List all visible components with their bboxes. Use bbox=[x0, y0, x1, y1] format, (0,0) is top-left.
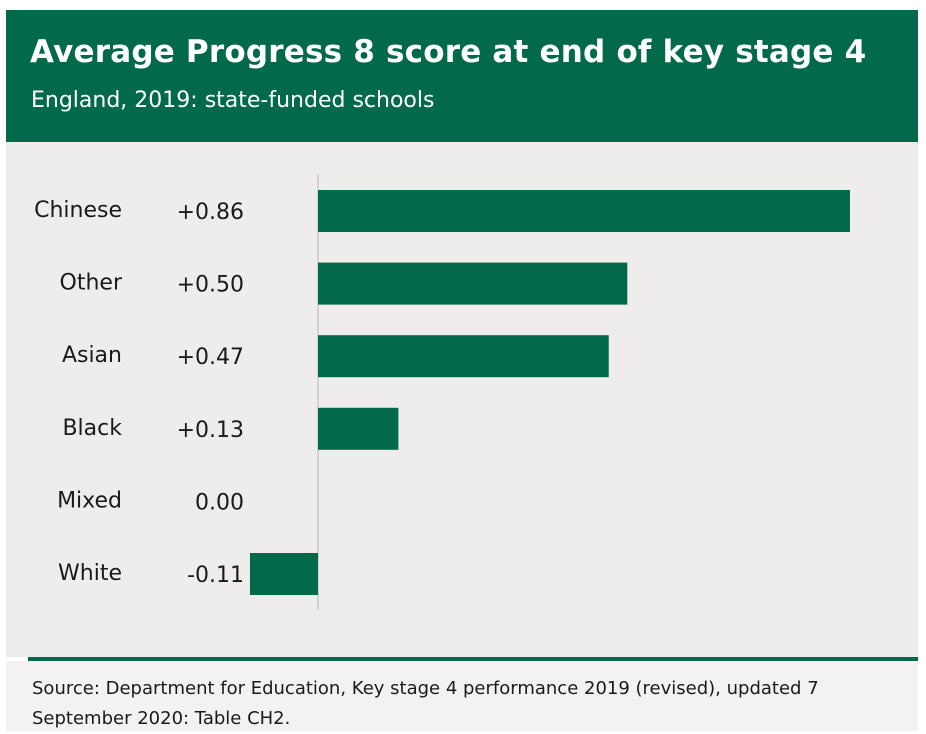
bar-chinese bbox=[318, 190, 850, 232]
bar-other bbox=[318, 262, 628, 305]
source-panel bbox=[6, 661, 918, 731]
category-label-mixed: Mixed bbox=[57, 488, 122, 513]
category-label-black: Black bbox=[62, 416, 122, 441]
category-label-other: Other bbox=[60, 271, 123, 296]
category-label-white: White bbox=[58, 561, 122, 586]
chart-subtitle: England, 2019: state-funded schools bbox=[31, 88, 435, 113]
value-label-asian: +0.47 bbox=[177, 345, 244, 370]
bar-chart: Chinese +0.86 Other +0.50 Asian +0.47 Black +0.… bbox=[34, 174, 850, 610]
chart-panel: Chinese +0.86 Other +0.50 Asian +0.47 Black +0.… bbox=[6, 142, 918, 657]
value-label-black: +0.13 bbox=[177, 418, 244, 443]
source-note: Source: Department for Education, Key st… bbox=[32, 678, 819, 729]
value-label-white: -0.11 bbox=[187, 563, 244, 588]
value-label-other: +0.50 bbox=[177, 273, 244, 298]
chart-header: Average Progress 8 score at end of key s… bbox=[6, 10, 918, 142]
bar-white bbox=[249, 553, 318, 595]
bar-asian bbox=[318, 335, 609, 378]
category-label-asian: Asian bbox=[62, 343, 122, 368]
category-label-chinese: Chinese bbox=[34, 198, 122, 223]
value-label-chinese: +0.86 bbox=[177, 200, 244, 225]
bar-black bbox=[318, 407, 399, 450]
chart-title: Average Progress 8 score at end of key s… bbox=[30, 34, 867, 70]
value-label-mixed: 0.00 bbox=[195, 490, 244, 515]
source-divider bbox=[28, 657, 918, 661]
